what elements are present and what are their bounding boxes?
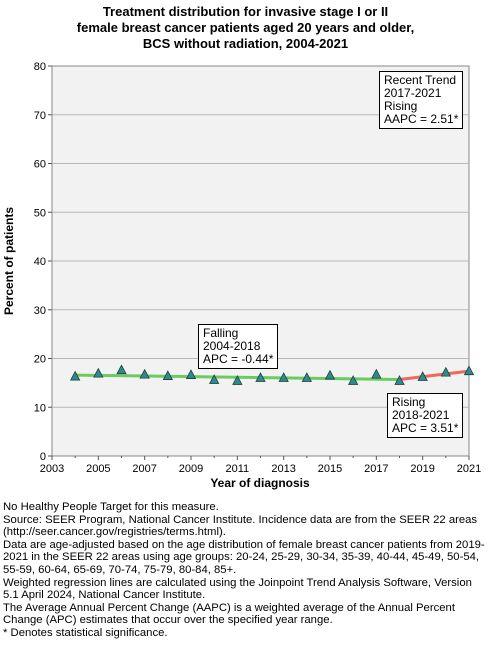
x-tick-label: 2015 [318, 463, 342, 475]
data-point-triangle [139, 368, 150, 379]
y-tick-label: 80 [34, 61, 46, 73]
callout-line: Rising [384, 99, 418, 113]
data-point-triangle [371, 368, 382, 379]
data-point-triangle [394, 375, 405, 385]
data-point-triangle [463, 365, 475, 376]
y-tick-label: 10 [34, 402, 46, 414]
footnote: Source: SEER Program, National Cancer In… [3, 513, 478, 539]
callout-line: Rising [392, 395, 426, 409]
footnote: No Healthy People Target for this measur… [3, 501, 219, 513]
x-tick-label: 2007 [132, 463, 156, 475]
y-tick-label: 30 [34, 305, 46, 317]
y-axis-title: Percent of patients [2, 207, 16, 315]
x-axis: 2003 2005 2007 2009 2011 2013 2015 2017 2019 2021 [40, 456, 481, 475]
callout-line: 2004-2018 [203, 339, 261, 353]
y-tick-label: 20 [34, 354, 46, 366]
chart-title-line: BCS without radiation, 2004-2021 [142, 36, 349, 51]
y-tick-label: 60 [34, 159, 46, 171]
x-axis-title: Year of diagnosis [210, 476, 310, 490]
chart-title-line: Treatment distribution for invasive stag… [102, 4, 389, 19]
data-markers [70, 364, 475, 385]
callout-line: 2018-2021 [392, 408, 450, 422]
y-tick-label: 0 [40, 451, 46, 463]
data-point-triangle [255, 372, 266, 382]
x-tick-label: 2005 [86, 463, 110, 475]
x-tick-label: 2019 [410, 463, 434, 475]
callout-line: Recent Trend [384, 73, 457, 87]
data-point-triangle [278, 372, 289, 382]
footnote: Data are age-adjusted based on the age d… [3, 538, 485, 576]
y-tick-label: 70 [34, 110, 46, 122]
data-point-triangle [93, 367, 104, 378]
chart-title: Treatment distribution for invasive stag… [0, 4, 491, 52]
x-tick-label: 2003 [40, 463, 64, 475]
x-tick-label: 2011 [226, 463, 250, 475]
data-point-triangle [209, 374, 220, 384]
y-axis: 0 10 20 30 40 50 60 70 80 [34, 61, 52, 463]
callout-line: 2017-2021 [384, 86, 442, 100]
callout-line: AAPC = 2.51* [384, 112, 459, 126]
data-point-triangle [232, 375, 243, 385]
trend-line-segment [398, 369, 471, 381]
x-tick-label: 2017 [364, 463, 388, 475]
data-point-triangle [417, 371, 428, 381]
callout-line: APC = -0.44* [203, 352, 274, 366]
falling-trend-callout: Falling 2004-2018 APC = -0.44* [198, 324, 279, 369]
rising-trend-callout: Rising 2018-2021 APC = 3.51* [387, 393, 464, 438]
chart-title-line: female breast cancer patients aged 20 ye… [76, 20, 415, 35]
footnote: Weighted regression lines are calculated… [3, 576, 472, 602]
data-point-triangle [440, 366, 451, 377]
x-tick-label: 2021 [457, 463, 481, 475]
y-tick-label: 50 [34, 207, 46, 219]
data-point-triangle [348, 375, 359, 385]
data-point-triangle [116, 364, 127, 375]
data-point-triangle [185, 369, 197, 379]
data-point-triangle [70, 370, 81, 381]
y-tick-label: 40 [34, 256, 46, 268]
data-point-triangle [324, 369, 336, 380]
footnotes: No Healthy People Target for this measur… [3, 501, 489, 640]
footnote: * Denotes statistical significance. [3, 626, 168, 639]
callout-line: APC = 3.51* [392, 421, 459, 435]
recent-trend-callout: Recent Trend 2017-2021 Rising AAPC = 2.5… [379, 71, 464, 129]
data-point-triangle [301, 372, 312, 382]
x-tick-label: 2013 [271, 463, 295, 475]
footnote: The Average Annual Percent Change (AAPC)… [3, 601, 455, 627]
data-point-triangle [162, 370, 173, 380]
callout-line: Falling [203, 326, 239, 340]
x-tick-label: 2009 [179, 463, 203, 475]
